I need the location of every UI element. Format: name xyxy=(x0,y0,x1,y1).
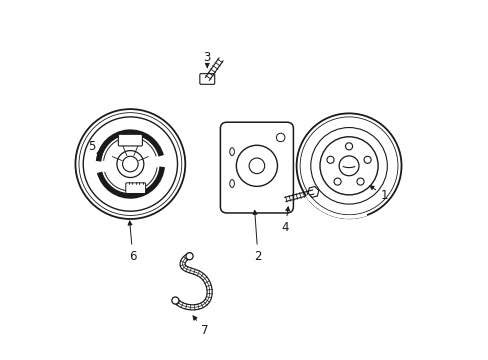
Text: 2: 2 xyxy=(252,211,261,263)
Circle shape xyxy=(248,158,264,174)
Ellipse shape xyxy=(229,148,234,156)
Text: 6: 6 xyxy=(128,221,136,263)
FancyBboxPatch shape xyxy=(220,122,293,213)
Circle shape xyxy=(122,156,138,172)
Circle shape xyxy=(339,156,358,176)
Circle shape xyxy=(185,253,193,260)
Circle shape xyxy=(276,133,285,142)
Circle shape xyxy=(236,145,277,186)
Text: 3: 3 xyxy=(203,51,210,67)
Circle shape xyxy=(117,150,143,177)
Text: 7: 7 xyxy=(193,316,208,337)
Circle shape xyxy=(171,297,179,304)
Text: 5: 5 xyxy=(87,140,101,154)
Ellipse shape xyxy=(229,180,234,188)
Circle shape xyxy=(75,109,185,219)
Text: 4: 4 xyxy=(281,207,289,234)
FancyBboxPatch shape xyxy=(125,183,145,193)
Text: 1: 1 xyxy=(369,186,387,202)
FancyBboxPatch shape xyxy=(200,74,214,84)
FancyBboxPatch shape xyxy=(118,134,142,146)
